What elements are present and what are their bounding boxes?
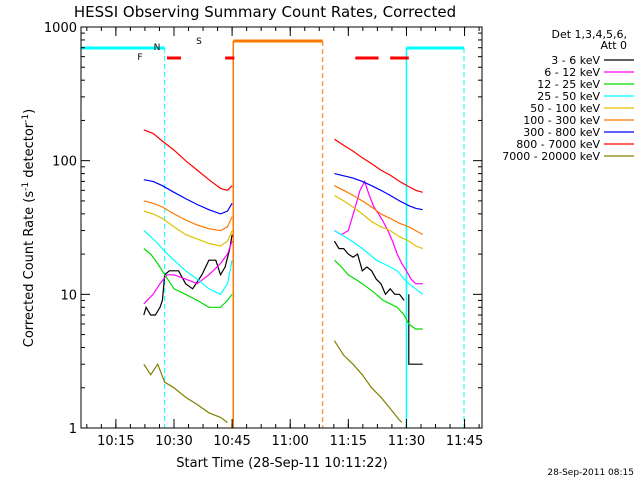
series-line xyxy=(143,230,233,296)
legend-label: 3 - 6 keV xyxy=(551,54,600,67)
series-line xyxy=(334,179,423,285)
plot-area: F N S xyxy=(80,26,483,429)
series-line xyxy=(334,185,423,236)
x-axis-label: Start Time (28-Sep-11 10:11:22) xyxy=(176,456,387,471)
series-line xyxy=(143,234,233,316)
legend-header: Det 1,3,4,5,6, xyxy=(551,28,627,41)
legend-label: 12 - 25 keV xyxy=(537,78,600,91)
legend-label: 800 - 7000 keV xyxy=(516,138,600,151)
legend-label: 300 - 800 keV xyxy=(523,126,600,139)
legend-label: 6 - 12 keV xyxy=(544,66,600,79)
flag-label: N xyxy=(154,43,161,53)
series-line xyxy=(143,129,233,191)
y-label-superscript: -1 xyxy=(21,114,31,123)
series-line xyxy=(143,240,233,305)
x-tick-label: 11:30 xyxy=(388,434,425,449)
legend-label: 50 - 100 keV xyxy=(530,102,600,115)
series-line xyxy=(143,200,233,232)
legend-header: Att 0 xyxy=(601,39,627,52)
y-tick-label: 10 xyxy=(60,288,77,303)
x-tick-label: 10:30 xyxy=(155,434,192,449)
legend-label: 7000 - 20000 keV xyxy=(502,150,600,163)
y-label-superscript: -1 xyxy=(21,182,31,191)
series-line xyxy=(334,194,423,250)
y-label-part: Corrected Count Rate (s xyxy=(22,191,37,348)
series-line xyxy=(143,210,233,247)
flag-label: S xyxy=(196,37,202,47)
series-line xyxy=(333,340,403,423)
plot-frame xyxy=(80,26,483,429)
x-tick-label: 11:15 xyxy=(330,434,367,449)
x-tick-label: 11:45 xyxy=(446,434,483,449)
series-line xyxy=(143,248,233,308)
chart-title: HESSI Observing Summary Count Rates, Cor… xyxy=(74,3,456,21)
series-line xyxy=(143,362,228,423)
series-line xyxy=(334,138,423,193)
x-tick-label: 10:15 xyxy=(97,434,134,449)
y-tick-label: 1 xyxy=(69,422,77,437)
y-axis-label: Corrected Count Rate (s-1 detector-1) xyxy=(21,109,37,347)
series-line xyxy=(334,230,424,295)
series-line xyxy=(143,179,233,215)
series-line xyxy=(333,259,423,330)
flag-label: F xyxy=(137,53,142,63)
series-line xyxy=(408,294,423,365)
x-tick-label: 11:00 xyxy=(271,434,308,449)
y-tick-label: 100 xyxy=(52,155,77,170)
timestamp: 28-Sep-2011 08:15 xyxy=(547,468,634,478)
series-line xyxy=(333,240,405,301)
x-tick-label: 10:45 xyxy=(213,434,250,449)
x-axis: 10:15 10:30 10:45 11:00 11:15 11:30 11:45 xyxy=(86,27,483,449)
legend-label: 25 - 50 keV xyxy=(537,90,600,103)
legend-label: 100 - 300 keV xyxy=(523,114,600,127)
y-axis: 1 10 100 1000 xyxy=(44,21,482,437)
series-line xyxy=(334,173,423,211)
data-layer: F N S xyxy=(81,37,465,428)
y-label-part: detector xyxy=(22,122,37,182)
y-label-part: ) xyxy=(22,109,37,114)
y-tick-label: 1000 xyxy=(44,21,77,36)
